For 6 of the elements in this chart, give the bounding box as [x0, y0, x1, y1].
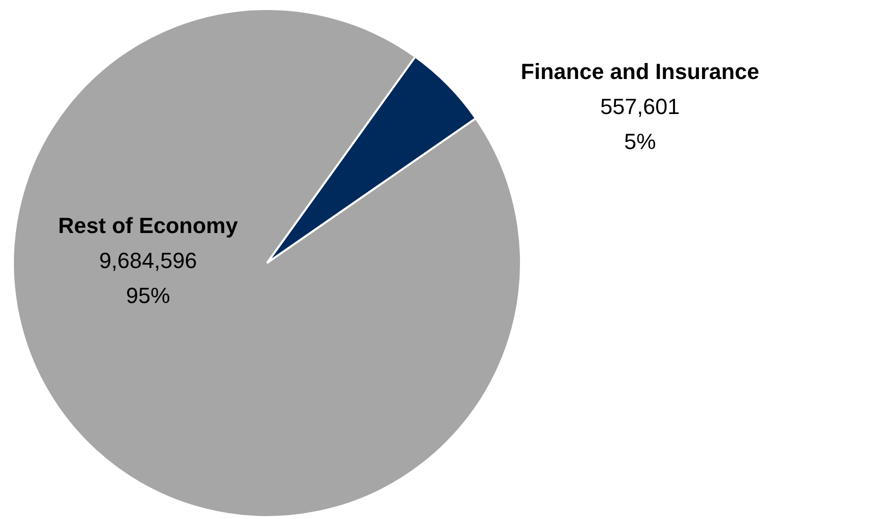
text: 5%: [624, 129, 656, 154]
slice-label: Finance and Insurance: [520, 59, 760, 84]
data-label: 557,601: [600, 94, 680, 119]
data-label: 9,684,596: [99, 248, 197, 273]
text: 95%: [126, 283, 170, 308]
slice-label: Rest of Economy: [58, 213, 239, 238]
